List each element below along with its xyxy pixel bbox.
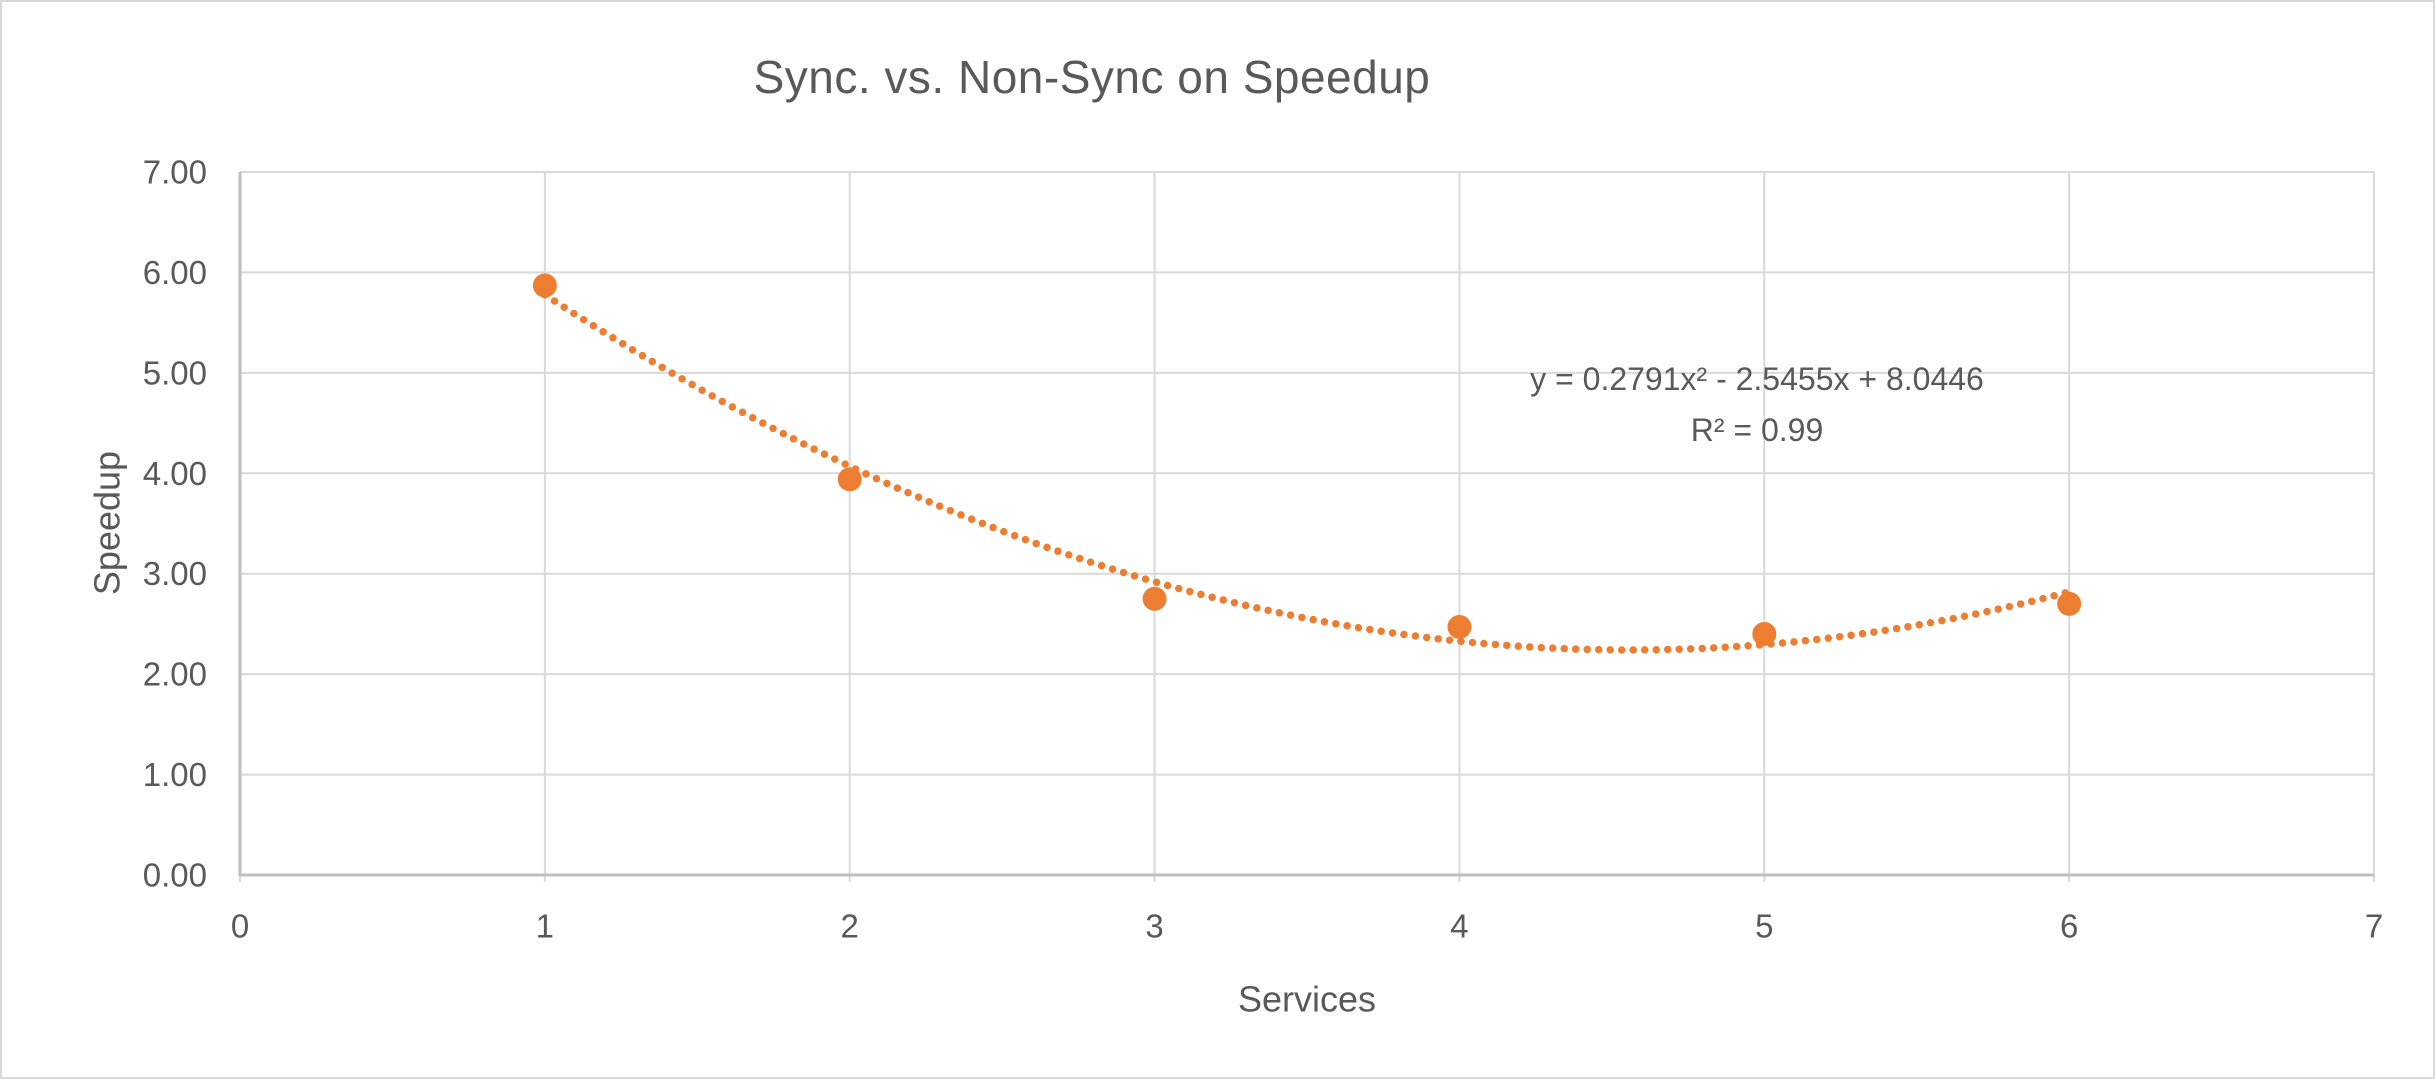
data-point xyxy=(1447,614,1472,639)
y-tick-label: 1.00 xyxy=(143,756,207,793)
x-tick-label: 3 xyxy=(1145,908,1163,945)
y-tick-label: 5.00 xyxy=(143,354,207,391)
chart-title: Sync. vs. Non-Sync on Speedup xyxy=(753,51,1431,103)
x-tick-label: 0 xyxy=(231,908,249,945)
y-tick-label: 7.00 xyxy=(143,154,207,191)
y-tick-label: 3.00 xyxy=(143,555,207,592)
y-tick-label: 0.00 xyxy=(143,857,207,894)
data-point xyxy=(1752,621,1777,646)
x-tick-label: 5 xyxy=(1755,908,1773,945)
y-tick-label: 2.00 xyxy=(143,656,207,693)
data-point xyxy=(2057,591,2082,616)
trendline-r-squared-label: R² = 0.99 xyxy=(1691,412,1824,448)
x-tick-label: 1 xyxy=(536,908,554,945)
data-point xyxy=(837,467,862,492)
y-tick-label: 4.00 xyxy=(143,455,207,492)
x-tick-label: 6 xyxy=(2060,908,2078,945)
x-axis-title: Services xyxy=(1238,979,1376,1020)
data-point xyxy=(1142,586,1167,611)
x-tick-label: 4 xyxy=(1450,908,1468,945)
plot-generated-layer: 0.00 1.00 2.00 3.00 4.00 5.00 6.00 7.00 0 1 2 3 4 5 6 7 xyxy=(143,154,2383,945)
x-tick-label: 2 xyxy=(841,908,859,945)
data-point xyxy=(532,273,557,298)
y-tick-label: 6.00 xyxy=(143,254,207,291)
x-tick-label: 7 xyxy=(2365,908,2383,945)
y-axis-title: Speedup xyxy=(87,451,128,595)
trendline xyxy=(541,290,2073,654)
trendline-equation-label: y = 0.2791x² - 2.5455x + 8.0446 xyxy=(1530,361,1984,397)
